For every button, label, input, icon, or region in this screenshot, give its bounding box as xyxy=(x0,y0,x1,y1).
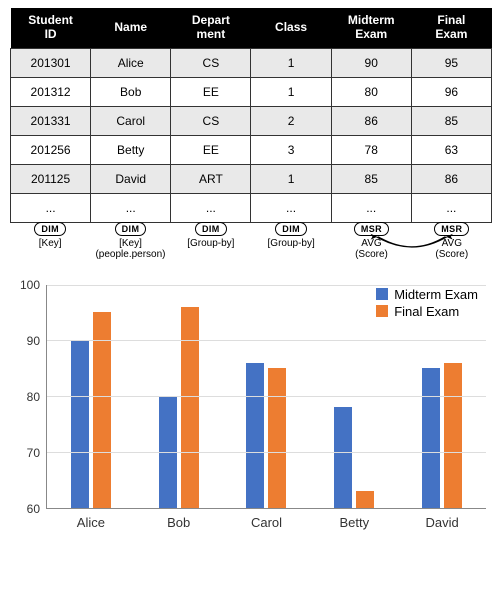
legend-swatch xyxy=(376,288,388,300)
y-tick-label: 60 xyxy=(10,502,40,516)
legend-swatch xyxy=(376,305,388,317)
table-cell: Carol xyxy=(91,106,171,135)
table-cell: 1 xyxy=(251,164,331,193)
table-cell: 2 xyxy=(251,106,331,135)
table-cell: ART xyxy=(171,164,251,193)
gridline xyxy=(47,452,486,453)
col-header-0: StudentID xyxy=(11,8,91,48)
y-tick-label: 80 xyxy=(10,390,40,404)
col-tag-2: DIM [Group-by] xyxy=(171,222,251,261)
table-cell: 201312 xyxy=(11,77,91,106)
col-tag-4: MSR AVG(Score) xyxy=(331,222,411,261)
table-cell: 78 xyxy=(331,135,411,164)
tag-annotation: [Group-by] xyxy=(187,238,234,250)
table-cell: ... xyxy=(411,193,491,222)
table-cell: 201301 xyxy=(11,48,91,77)
table-cell: 80 xyxy=(331,77,411,106)
table-row: 201256BettyEE37863 xyxy=(11,135,492,164)
y-tick-label: 70 xyxy=(10,446,40,460)
tag-annotation: [Key] xyxy=(39,238,62,250)
gridline xyxy=(47,340,486,341)
tag-pill: DIM xyxy=(195,222,227,236)
table-cell: 3 xyxy=(251,135,331,164)
col-tag-3: DIM [Group-by] xyxy=(251,222,331,261)
bar xyxy=(422,368,440,507)
table-cell: Alice xyxy=(91,48,171,77)
legend-label: Midterm Exam xyxy=(394,287,478,302)
tag-annotation: [Key](people.person) xyxy=(95,238,165,261)
table-cell: EE xyxy=(171,77,251,106)
table-cell: 201125 xyxy=(11,164,91,193)
table-row: 201301AliceCS19095 xyxy=(11,48,492,77)
table-cell: 86 xyxy=(411,164,491,193)
bar xyxy=(71,340,89,507)
col-header-4: MidtermExam xyxy=(331,8,411,48)
table-cell: 85 xyxy=(411,106,491,135)
bar xyxy=(268,368,286,507)
data-table: StudentIDNameDepartmentClassMidtermExamF… xyxy=(10,8,492,223)
tag-pill: MSR xyxy=(434,222,469,236)
column-tags-row: DIM [Key] DIM [Key](people.person) DIM [Group… xyxy=(10,222,492,261)
bar xyxy=(444,363,462,508)
col-header-2: Department xyxy=(171,8,251,48)
tag-pill: DIM xyxy=(275,222,307,236)
exam-bar-chart: AliceBobCarolBettyDavid Midterm Exam Fina… xyxy=(10,279,492,539)
gridline xyxy=(47,396,486,397)
col-tag-0: DIM [Key] xyxy=(10,222,90,261)
table-cell: 85 xyxy=(331,164,411,193)
table-cell: 63 xyxy=(411,135,491,164)
x-tick-label: Betty xyxy=(310,515,398,530)
col-header-5: FinalExam xyxy=(411,8,491,48)
x-tick-label: David xyxy=(398,515,486,530)
bar xyxy=(356,491,374,508)
table-cell: 1 xyxy=(251,48,331,77)
tag-pill: DIM xyxy=(34,222,66,236)
x-tick-label: Alice xyxy=(47,515,135,530)
table-row: 201331CarolCS28685 xyxy=(11,106,492,135)
table-cell: ... xyxy=(11,193,91,222)
tag-annotation: AVG(Score) xyxy=(355,238,388,261)
table-cell: David xyxy=(91,164,171,193)
x-tick-label: Bob xyxy=(135,515,223,530)
table-cell: EE xyxy=(171,135,251,164)
col-header-3: Class xyxy=(251,8,331,48)
gridline xyxy=(47,285,486,286)
table-cell: 201256 xyxy=(11,135,91,164)
table-cell: 90 xyxy=(331,48,411,77)
table-cell: ... xyxy=(91,193,171,222)
table-cell: Betty xyxy=(91,135,171,164)
table-cell: ... xyxy=(171,193,251,222)
legend-item: Midterm Exam xyxy=(376,287,478,302)
table-cell: Bob xyxy=(91,77,171,106)
table-cell: 1 xyxy=(251,77,331,106)
col-header-1: Name xyxy=(91,8,171,48)
bar xyxy=(246,363,264,508)
bar xyxy=(181,307,199,508)
legend-label: Final Exam xyxy=(394,304,459,319)
table-cell: 95 xyxy=(411,48,491,77)
bar xyxy=(334,407,352,507)
table-row: 201125DavidART18586 xyxy=(11,164,492,193)
col-tag-5: MSR AVG(Score) xyxy=(412,222,492,261)
table-cell: 86 xyxy=(331,106,411,135)
table-cell: CS xyxy=(171,48,251,77)
table-cell: 201331 xyxy=(11,106,91,135)
y-tick-label: 90 xyxy=(10,334,40,348)
legend-item: Final Exam xyxy=(376,304,478,319)
col-tag-1: DIM [Key](people.person) xyxy=(90,222,170,261)
table-cell: ... xyxy=(331,193,411,222)
chart-legend: Midterm Exam Final Exam xyxy=(376,287,478,319)
tag-annotation: [Group-by] xyxy=(268,238,315,250)
bar xyxy=(93,312,111,507)
x-tick-label: Carol xyxy=(223,515,311,530)
tag-pill: MSR xyxy=(354,222,389,236)
table-row: 201312BobEE18096 xyxy=(11,77,492,106)
table-row: .................. xyxy=(11,193,492,222)
table-cell: ... xyxy=(251,193,331,222)
y-tick-label: 100 xyxy=(10,278,40,292)
tag-annotation: AVG(Score) xyxy=(435,238,468,261)
table-cell: 96 xyxy=(411,77,491,106)
table-cell: CS xyxy=(171,106,251,135)
tag-pill: DIM xyxy=(115,222,147,236)
